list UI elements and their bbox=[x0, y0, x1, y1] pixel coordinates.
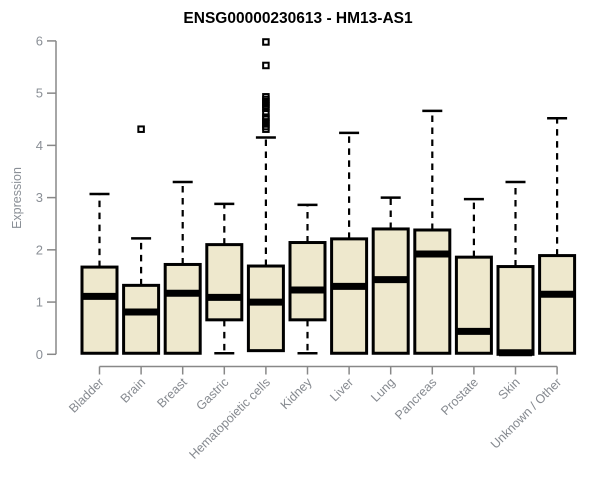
x-tick-label: Breast bbox=[154, 375, 190, 411]
y-tick-label: 4 bbox=[36, 138, 43, 153]
y-tick-label: 3 bbox=[36, 190, 43, 205]
y-tick-label: 0 bbox=[36, 347, 43, 362]
box bbox=[413, 228, 452, 355]
box bbox=[454, 255, 493, 355]
outlier-point bbox=[262, 125, 270, 133]
x-tick-label: Kidney bbox=[278, 375, 315, 412]
y-tick-label: 5 bbox=[36, 86, 43, 101]
box bbox=[163, 262, 202, 355]
x-tick-label: Skin bbox=[496, 375, 523, 402]
box bbox=[246, 264, 285, 353]
outlier-point bbox=[137, 125, 145, 133]
x-tick-label: Prostate bbox=[438, 375, 481, 418]
x-tick-label: Pancreas bbox=[392, 375, 439, 422]
chart-title: ENSG00000230613 - HM13-AS1 bbox=[183, 10, 413, 27]
box bbox=[80, 265, 119, 355]
box bbox=[330, 237, 369, 355]
y-tick-label: 1 bbox=[36, 295, 43, 310]
x-tick-label: Liver bbox=[327, 375, 356, 404]
x-tick-label: Bladder bbox=[66, 375, 106, 415]
y-axis-label: Expression bbox=[10, 167, 24, 229]
box bbox=[205, 243, 244, 322]
box bbox=[496, 265, 535, 356]
x-tick-label: Hematopoietic cells bbox=[186, 375, 273, 462]
x-tick-label: Lung bbox=[368, 375, 398, 405]
outlier-point bbox=[262, 61, 270, 70]
y-tick-label: 6 bbox=[36, 33, 43, 48]
outlier-point bbox=[262, 38, 270, 46]
box bbox=[122, 283, 161, 355]
x-tick-label: Unknown / Other bbox=[488, 375, 564, 451]
plot-area: 0 1 2 3 4 5 6 Bladder Brain Breast GastricHematopo… bbox=[36, 33, 577, 462]
box bbox=[288, 241, 327, 322]
y-tick-label: 2 bbox=[36, 242, 43, 257]
box bbox=[371, 227, 410, 355]
box bbox=[538, 254, 577, 355]
x-tick-label: Gastric bbox=[194, 375, 232, 413]
x-tick-label: Brain bbox=[118, 375, 149, 406]
